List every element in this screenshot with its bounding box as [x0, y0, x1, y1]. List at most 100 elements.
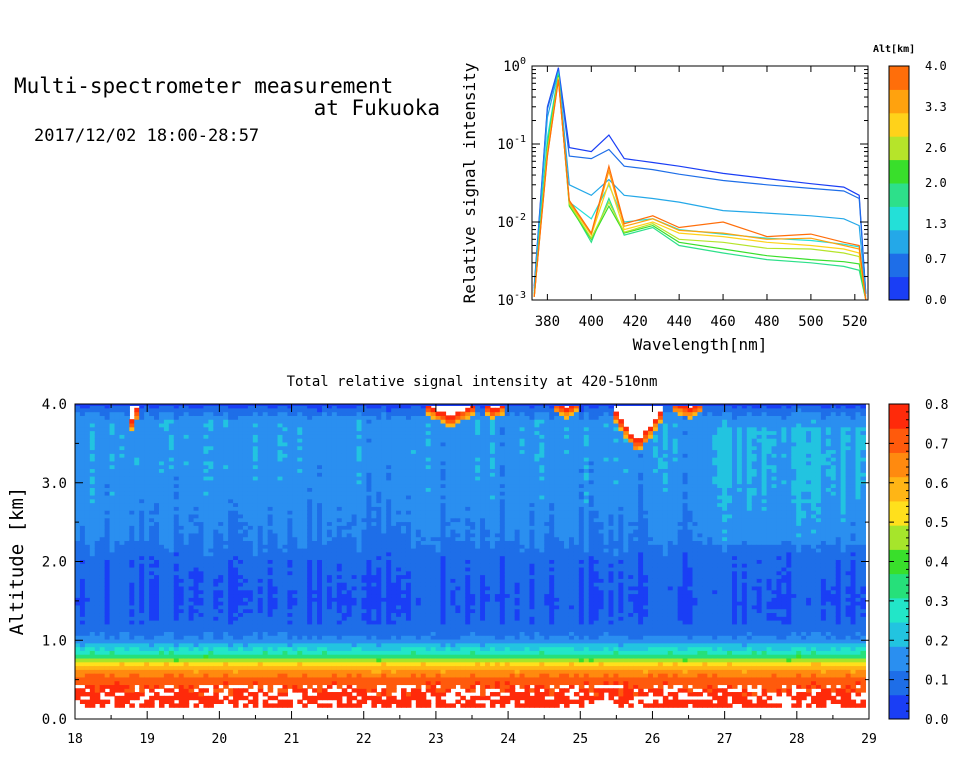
heatmap-cell	[223, 684, 229, 689]
heatmap-cell	[297, 498, 303, 504]
heatmap-cell	[322, 415, 328, 420]
heatmap-cell	[139, 616, 145, 621]
heatmap-cell	[361, 430, 368, 435]
heatmap-cell	[292, 676, 298, 682]
heatmap-cell	[129, 445, 135, 451]
heatmap-cell	[149, 540, 155, 545]
heatmap-cell	[302, 669, 308, 674]
heatmap-cell	[287, 703, 293, 708]
heatmap-cell	[223, 654, 229, 659]
heatmap-cell	[183, 566, 190, 572]
heatmap-cell	[361, 604, 368, 610]
heatmap-cell	[267, 457, 274, 462]
heatmap-cell	[292, 457, 298, 462]
heatmap-cell	[238, 548, 244, 553]
heatmap-cell	[312, 513, 318, 519]
heatmap-cell	[371, 551, 377, 557]
heatmap-cell	[198, 566, 205, 572]
heatmap-cell	[144, 585, 150, 591]
heatmap-cell	[252, 453, 259, 458]
heatmap-cell	[272, 570, 279, 576]
heatmap-cell	[242, 695, 249, 701]
heatmap-cell	[149, 430, 155, 435]
heatmap-cell	[134, 407, 140, 413]
heatmap-cell	[277, 559, 284, 564]
heatmap-cell	[326, 703, 333, 708]
heatmap-cell	[89, 517, 96, 523]
heatmap-cell	[272, 616, 279, 621]
heatmap-cell	[79, 612, 86, 617]
heatmap-cell	[178, 597, 185, 602]
heatmap-cell	[262, 449, 269, 454]
heatmap-cell	[366, 669, 372, 674]
heatmap-cell	[139, 407, 145, 413]
heatmap-cell	[341, 642, 348, 648]
heatmap-cell	[341, 521, 348, 526]
heatmap-cell	[84, 585, 91, 591]
heatmap-cell	[124, 441, 130, 447]
heatmap-cell	[356, 468, 363, 473]
heatmap-cell	[129, 676, 135, 682]
heatmap-cell	[277, 479, 284, 485]
heatmap-cell	[272, 521, 279, 526]
heatmap-cell	[218, 457, 224, 462]
heatmap-cell	[149, 544, 155, 549]
heatmap-cell	[208, 513, 214, 519]
heatmap-cell	[297, 585, 303, 591]
heatmap-cell	[193, 601, 200, 606]
heatmap-cell	[79, 479, 86, 485]
heatmap-cell	[89, 544, 96, 549]
heatmap-cell	[233, 555, 239, 560]
heatmap-cell	[198, 699, 205, 704]
heatmap-cell	[252, 468, 259, 473]
heatmap-cell	[198, 688, 205, 693]
heatmap-cell	[292, 529, 298, 534]
heatmap-cell	[193, 620, 200, 625]
heatmap-cell	[341, 585, 348, 591]
heatmap-cell	[144, 631, 150, 636]
heatmap-cell	[326, 676, 333, 682]
heatmap-cell	[282, 548, 289, 553]
heatmap-cell	[104, 422, 111, 428]
heatmap-cell	[376, 521, 382, 526]
heatmap-cell	[134, 438, 140, 443]
heatmap-cell	[326, 638, 333, 644]
heatmap-cell	[297, 604, 303, 610]
heatmap-cell	[307, 638, 313, 644]
heatmap-cell	[79, 536, 86, 542]
heatmap-cell	[104, 673, 111, 678]
heatmap-cell	[371, 506, 377, 511]
heatmap-cell	[213, 582, 219, 587]
heatmap-cell	[193, 510, 200, 515]
heatmap-cell	[322, 673, 328, 678]
heatmap-cell	[163, 445, 170, 451]
heatmap-cell	[331, 635, 338, 640]
heatmap-cell	[213, 684, 219, 689]
heatmap-cell	[228, 517, 234, 523]
heatmap-cell	[238, 434, 244, 439]
heatmap-cell	[223, 411, 229, 416]
heatmap-cell	[114, 578, 121, 583]
heatmap-cell	[376, 468, 382, 473]
heatmap-cell	[144, 604, 150, 610]
heatmap-cell	[168, 453, 175, 458]
heatmap-cell	[124, 631, 130, 636]
heatmap-cell	[242, 487, 249, 492]
heatmap-cell	[341, 536, 348, 542]
heatmap-cell	[351, 589, 358, 595]
heatmap-cell	[361, 688, 368, 693]
altitude-colorbar-segment-8	[889, 89, 909, 114]
heatmap-cell	[312, 574, 318, 579]
heatmap-cell	[317, 559, 323, 564]
heatmap-cell	[119, 536, 125, 542]
heatmap-cell	[94, 476, 101, 481]
heatmap-cell	[376, 426, 382, 432]
heatmap-cell	[173, 646, 180, 651]
heatmap-cell	[336, 517, 343, 523]
heatmap-cell	[238, 472, 244, 477]
heatmap-cell	[252, 476, 259, 481]
heatmap-cell	[312, 521, 318, 526]
heatmap-cell	[178, 441, 185, 447]
heatmap-cell	[272, 483, 279, 488]
heatmap-cell	[317, 445, 323, 451]
